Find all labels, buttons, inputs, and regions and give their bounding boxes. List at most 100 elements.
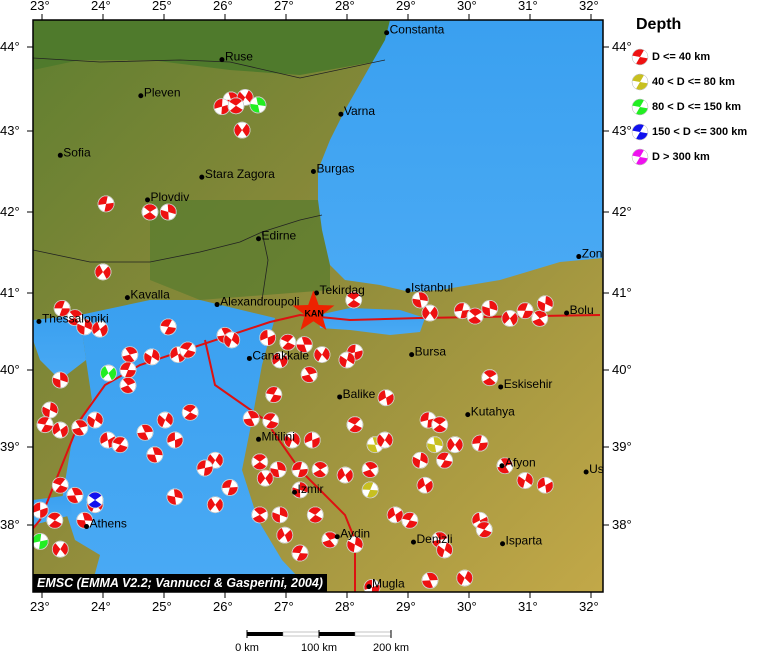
focal-mechanism[interactable] bbox=[136, 423, 154, 441]
focal-mechanism[interactable] bbox=[466, 307, 484, 325]
focal-mechanism[interactable] bbox=[453, 302, 471, 320]
focal-mechanism[interactable] bbox=[196, 459, 214, 477]
focal-mechanism[interactable] bbox=[386, 506, 404, 524]
focal-mechanism[interactable] bbox=[71, 419, 89, 437]
focal-mechanism[interactable] bbox=[295, 336, 313, 353]
focal-mechanism[interactable] bbox=[501, 310, 519, 327]
focal-mechanism[interactable] bbox=[291, 544, 309, 562]
focal-mechanism[interactable] bbox=[249, 96, 267, 114]
focal-mechanism[interactable] bbox=[421, 571, 439, 589]
focal-mechanism[interactable] bbox=[361, 461, 379, 479]
focal-mechanism[interactable] bbox=[256, 469, 274, 487]
station-star-icon[interactable] bbox=[292, 290, 335, 330]
focal-mechanism[interactable] bbox=[283, 431, 301, 449]
focal-mechanism[interactable] bbox=[51, 476, 69, 494]
focal-mechanism[interactable] bbox=[36, 416, 54, 434]
focal-mechanism[interactable] bbox=[291, 481, 309, 499]
focal-mechanism[interactable] bbox=[446, 436, 464, 454]
focal-mechanism[interactable] bbox=[146, 446, 164, 464]
focal-mechanism[interactable] bbox=[41, 401, 59, 419]
focal-mechanism[interactable] bbox=[213, 98, 231, 116]
focal-mechanism[interactable] bbox=[97, 195, 115, 213]
focal-mechanism[interactable] bbox=[421, 304, 439, 322]
focal-mechanism[interactable] bbox=[291, 461, 309, 479]
focal-mechanism[interactable] bbox=[227, 97, 245, 115]
focal-mechanism[interactable] bbox=[100, 364, 117, 382]
focal-mechanism[interactable] bbox=[431, 416, 449, 434]
focal-mechanism[interactable] bbox=[481, 369, 499, 387]
focal-mechanism[interactable] bbox=[159, 203, 177, 221]
focal-mechanism[interactable] bbox=[206, 496, 224, 514]
focal-mechanism[interactable] bbox=[53, 299, 71, 317]
focal-mechanism[interactable] bbox=[321, 531, 339, 549]
focal-mechanism[interactable] bbox=[313, 346, 331, 364]
focal-mechanism[interactable] bbox=[179, 341, 197, 359]
focal-mechanism[interactable] bbox=[361, 481, 379, 499]
focal-mechanism[interactable] bbox=[181, 403, 199, 421]
focal-mechanism[interactable] bbox=[242, 410, 260, 427]
focal-mechanism[interactable] bbox=[411, 451, 429, 469]
focal-mechanism[interactable] bbox=[251, 453, 269, 471]
focal-mechanism[interactable] bbox=[311, 461, 329, 479]
focal-mechanism[interactable] bbox=[531, 310, 549, 327]
focal-mechanism[interactable] bbox=[121, 346, 139, 364]
focal-mechanism[interactable] bbox=[143, 348, 161, 366]
focal-mechanism[interactable] bbox=[51, 540, 69, 558]
focal-mechanism[interactable] bbox=[76, 318, 94, 336]
focal-mechanism[interactable] bbox=[86, 491, 104, 509]
focal-mechanism[interactable] bbox=[119, 376, 137, 394]
focal-mechanism[interactable] bbox=[426, 436, 444, 454]
focal-mechanism[interactable] bbox=[265, 386, 283, 404]
focal-mechanism[interactable] bbox=[336, 466, 354, 484]
focal-mechanism[interactable] bbox=[376, 431, 394, 449]
focal-mechanism[interactable] bbox=[436, 541, 454, 559]
focal-mechanism[interactable] bbox=[156, 411, 174, 429]
focal-mechanism[interactable] bbox=[536, 295, 554, 313]
focal-mechanism[interactable] bbox=[141, 203, 159, 221]
focal-mechanism[interactable] bbox=[262, 412, 280, 430]
focal-mechanism[interactable] bbox=[516, 302, 534, 320]
focal-mechanism[interactable] bbox=[471, 434, 489, 452]
focal-mechanism[interactable] bbox=[269, 461, 287, 479]
focal-mechanism[interactable] bbox=[251, 506, 269, 524]
focal-mechanism[interactable] bbox=[346, 416, 364, 434]
focal-mechanism[interactable] bbox=[279, 333, 297, 351]
focal-mechanism[interactable] bbox=[346, 536, 364, 553]
focal-mechanism[interactable] bbox=[32, 501, 49, 519]
focal-mechanism[interactable] bbox=[51, 371, 69, 389]
focal-mechanism[interactable] bbox=[271, 351, 289, 369]
focal-mechanism[interactable] bbox=[300, 366, 318, 384]
focal-mechanism[interactable] bbox=[223, 331, 241, 349]
focal-mechanism[interactable] bbox=[456, 569, 474, 587]
focal-mechanism[interactable] bbox=[536, 476, 554, 494]
focal-mechanism[interactable] bbox=[51, 421, 69, 439]
focal-mechanism[interactable] bbox=[166, 488, 184, 506]
focal-mechanism[interactable] bbox=[46, 511, 64, 529]
focal-mechanism[interactable] bbox=[306, 506, 324, 524]
focal-mechanism[interactable] bbox=[276, 526, 294, 544]
focal-mechanism[interactable] bbox=[475, 521, 493, 539]
focal-mechanism[interactable] bbox=[86, 411, 104, 429]
focal-mechanism[interactable] bbox=[94, 263, 112, 281]
focal-mechanism[interactable] bbox=[271, 506, 289, 524]
focal-mechanism[interactable] bbox=[377, 389, 395, 407]
focal-mechanism[interactable] bbox=[91, 320, 109, 338]
focal-mechanism[interactable] bbox=[166, 431, 184, 449]
focal-mechanism[interactable] bbox=[416, 476, 434, 494]
focal-mechanism[interactable] bbox=[345, 291, 363, 309]
focal-mechanism[interactable] bbox=[411, 291, 429, 309]
focal-mechanism[interactable] bbox=[66, 486, 84, 504]
focal-mechanism[interactable] bbox=[338, 351, 356, 369]
focal-mechanism[interactable] bbox=[516, 472, 534, 489]
focal-mechanism[interactable] bbox=[111, 436, 129, 454]
focal-mechanism[interactable] bbox=[303, 431, 321, 449]
focal-mechanism[interactable] bbox=[401, 511, 419, 529]
focal-mechanism[interactable] bbox=[221, 479, 239, 496]
focal-mechanism[interactable] bbox=[481, 299, 499, 317]
focal-mechanism[interactable] bbox=[119, 361, 137, 379]
focal-mechanism[interactable] bbox=[159, 318, 177, 336]
focal-mechanism[interactable] bbox=[233, 121, 251, 139]
focal-mechanism[interactable] bbox=[259, 329, 277, 347]
focal-mechanism[interactable] bbox=[436, 451, 454, 469]
focal-mechanism[interactable] bbox=[76, 511, 94, 529]
